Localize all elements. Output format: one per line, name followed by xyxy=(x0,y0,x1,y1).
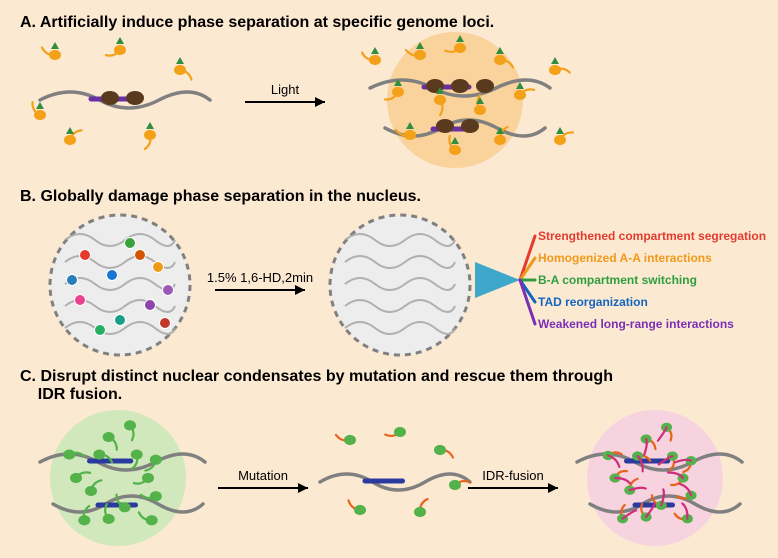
figure-root: A. Artificially induce phase separation … xyxy=(0,0,778,558)
panel-b-title: B. Globally damage phase separation in t… xyxy=(20,188,421,206)
legend-item: Weakened long-range interactions xyxy=(538,313,766,335)
legend-item: Strengthened compartment segregation xyxy=(538,225,766,247)
panel-b-arrow-label: 1.5% 1,6-HD,2min xyxy=(205,270,315,285)
panel-c-arrow2-label: IDR-fusion xyxy=(458,468,568,483)
panel-b-legend: Strengthened compartment segregationHomo… xyxy=(538,225,766,335)
legend-item: Homogenized A-A interactions xyxy=(538,247,766,269)
panel-c-arrow1-label: Mutation xyxy=(208,468,318,483)
panel-a-title: A. Artificially induce phase separation … xyxy=(20,14,494,32)
legend-item: B-A compartment switching xyxy=(538,269,766,291)
panel-c-title: C. Disrupt distinct nuclear condensates … xyxy=(20,368,613,404)
legend-item: TAD reorganization xyxy=(538,291,766,313)
panel-a-arrow-label: Light xyxy=(235,82,335,97)
